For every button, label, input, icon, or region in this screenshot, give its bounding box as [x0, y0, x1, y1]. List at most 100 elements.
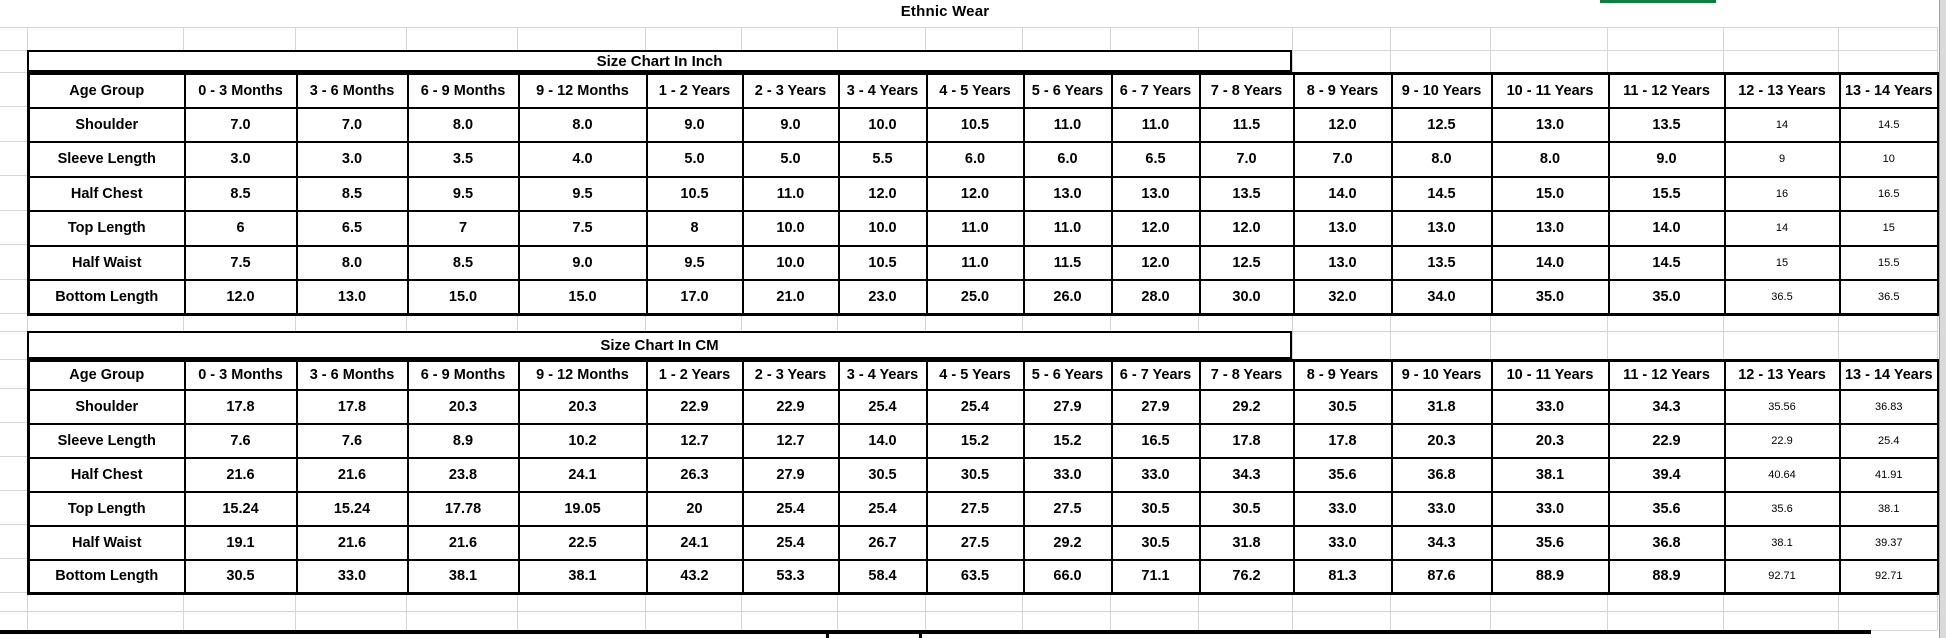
value-cell[interactable]: 21.6 [183, 456, 298, 493]
value-cell[interactable]: 8.0 [1390, 141, 1493, 178]
column-header-cell[interactable]: 4 - 5 Years [925, 359, 1025, 391]
value-cell[interactable]: 7.6 [183, 422, 298, 459]
value-cell[interactable]: 17.8 [1198, 422, 1295, 459]
row-label-cell[interactable]: Half Chest [27, 175, 186, 212]
value-cell[interactable]: 58.4 [837, 558, 928, 595]
value-cell[interactable]: 22.9 [1723, 422, 1841, 459]
value-cell[interactable]: 13.0 [1292, 210, 1393, 247]
value-cell[interactable]: 25.4 [925, 388, 1025, 425]
value-cell[interactable]: 38.1 [1838, 490, 1940, 527]
value-cell[interactable]: 5.5 [837, 141, 928, 178]
value-cell[interactable]: 17.8 [1292, 422, 1393, 459]
value-cell[interactable]: 26.0 [1022, 279, 1113, 316]
value-cell[interactable]: 36.8 [1607, 524, 1726, 561]
value-cell[interactable]: 30.5 [925, 456, 1025, 493]
value-cell[interactable]: 39.37 [1838, 524, 1940, 561]
value-cell[interactable]: 15.24 [183, 490, 298, 527]
value-cell[interactable]: 34.3 [1607, 388, 1726, 425]
column-header-cell[interactable]: 5 - 6 Years [1022, 359, 1113, 391]
row-label-cell[interactable]: Bottom Length [27, 558, 186, 595]
value-cell[interactable]: 27.5 [1022, 490, 1113, 527]
value-cell[interactable]: 9.0 [1607, 141, 1726, 178]
row-label-cell[interactable]: Top Length [27, 490, 186, 527]
value-cell[interactable]: 11.0 [925, 244, 1025, 281]
value-cell[interactable]: 88.9 [1490, 558, 1610, 595]
value-cell[interactable]: 6.0 [1022, 141, 1113, 178]
value-cell[interactable]: 40.64 [1723, 456, 1841, 493]
value-cell[interactable]: 10.0 [741, 244, 840, 281]
value-cell[interactable]: 12.0 [925, 175, 1025, 212]
value-cell[interactable]: 23.0 [837, 279, 928, 316]
value-cell[interactable]: 11.0 [741, 175, 840, 212]
value-cell[interactable]: 24.1 [645, 524, 744, 561]
value-cell[interactable]: 25.4 [837, 490, 928, 527]
value-cell[interactable]: 39.4 [1607, 456, 1726, 493]
row-label-cell[interactable]: Bottom Length [27, 279, 186, 316]
column-header-cell[interactable]: 9 - 12 Months [517, 359, 648, 391]
value-cell[interactable]: 66.0 [1022, 558, 1113, 595]
value-cell[interactable]: 5.0 [741, 141, 840, 178]
value-cell[interactable]: 14.0 [1292, 175, 1393, 212]
column-header-cell[interactable]: 0 - 3 Months [183, 72, 298, 109]
value-cell[interactable]: 11.0 [1022, 210, 1113, 247]
value-cell[interactable]: 20.3 [406, 388, 520, 425]
value-cell[interactable]: 4.0 [517, 141, 648, 178]
value-cell[interactable]: 12.5 [1198, 244, 1295, 281]
value-cell[interactable]: 13.0 [1390, 210, 1493, 247]
value-cell[interactable]: 20.3 [1490, 422, 1610, 459]
column-header-cell[interactable]: 5 - 6 Years [1022, 72, 1113, 109]
value-cell[interactable]: 35.0 [1490, 279, 1610, 316]
value-cell[interactable]: 35.6 [1723, 490, 1841, 527]
value-cell[interactable]: 20.3 [1390, 422, 1493, 459]
value-cell[interactable]: 38.1 [517, 558, 648, 595]
value-cell[interactable]: 30.5 [837, 456, 928, 493]
value-cell[interactable]: 15 [1838, 210, 1940, 247]
column-header-cell[interactable]: 1 - 2 Years [645, 72, 744, 109]
column-header-cell[interactable]: 12 - 13 Years [1723, 72, 1841, 109]
value-cell[interactable]: 53.3 [741, 558, 840, 595]
value-cell[interactable]: 12.0 [1198, 210, 1295, 247]
value-cell[interactable]: 8 [645, 210, 744, 247]
value-cell[interactable]: 76.2 [1198, 558, 1295, 595]
value-cell[interactable]: 33.0 [1390, 490, 1493, 527]
value-cell[interactable]: 35.6 [1490, 524, 1610, 561]
value-cell[interactable]: 5.0 [645, 141, 744, 178]
value-cell[interactable]: 26.3 [645, 456, 744, 493]
column-header-cell[interactable]: 0 - 3 Months [183, 359, 298, 391]
value-cell[interactable]: 92.71 [1838, 558, 1940, 595]
value-cell[interactable]: 10.0 [837, 106, 928, 143]
column-header-cell[interactable]: 2 - 3 Years [741, 359, 840, 391]
column-header-cell[interactable]: 9 - 10 Years [1390, 72, 1493, 109]
column-header-cell[interactable]: 11 - 12 Years [1607, 359, 1726, 391]
column-header-cell[interactable]: 2 - 3 Years [741, 72, 840, 109]
value-cell[interactable]: 10.0 [837, 210, 928, 247]
value-cell[interactable]: 16 [1723, 175, 1841, 212]
value-cell[interactable]: 19.05 [517, 490, 648, 527]
value-cell[interactable]: 71.1 [1110, 558, 1201, 595]
value-cell[interactable]: 7.0 [183, 106, 298, 143]
value-cell[interactable]: 35.56 [1723, 388, 1841, 425]
value-cell[interactable]: 88.9 [1607, 558, 1726, 595]
value-cell[interactable]: 35.6 [1607, 490, 1726, 527]
value-cell[interactable]: 9.0 [517, 244, 648, 281]
value-cell[interactable]: 38.1 [406, 558, 520, 595]
size-chart-in-cm-merged-title-cell[interactable]: Size Chart In CM [27, 331, 1292, 359]
value-cell[interactable]: 22.9 [645, 388, 744, 425]
value-cell[interactable]: 22.5 [517, 524, 648, 561]
value-cell[interactable]: 10.5 [925, 106, 1025, 143]
value-cell[interactable]: 13.0 [1110, 175, 1201, 212]
value-cell[interactable]: 20 [645, 490, 744, 527]
column-header-cell[interactable]: 7 - 8 Years [1198, 72, 1295, 109]
value-cell[interactable]: 12.0 [1110, 244, 1201, 281]
value-cell[interactable]: 34.0 [1390, 279, 1493, 316]
value-cell[interactable]: 26.7 [837, 524, 928, 561]
value-cell[interactable]: 27.5 [925, 524, 1025, 561]
column-header-cell[interactable]: 3 - 6 Months [295, 359, 409, 391]
value-cell[interactable]: 14.0 [1607, 210, 1726, 247]
value-cell[interactable]: 25.4 [1838, 422, 1940, 459]
value-cell[interactable]: 43.2 [645, 558, 744, 595]
value-cell[interactable]: 15.0 [1490, 175, 1610, 212]
value-cell[interactable]: 34.3 [1198, 456, 1295, 493]
value-cell[interactable]: 28.0 [1110, 279, 1201, 316]
value-cell[interactable]: 7 [406, 210, 520, 247]
